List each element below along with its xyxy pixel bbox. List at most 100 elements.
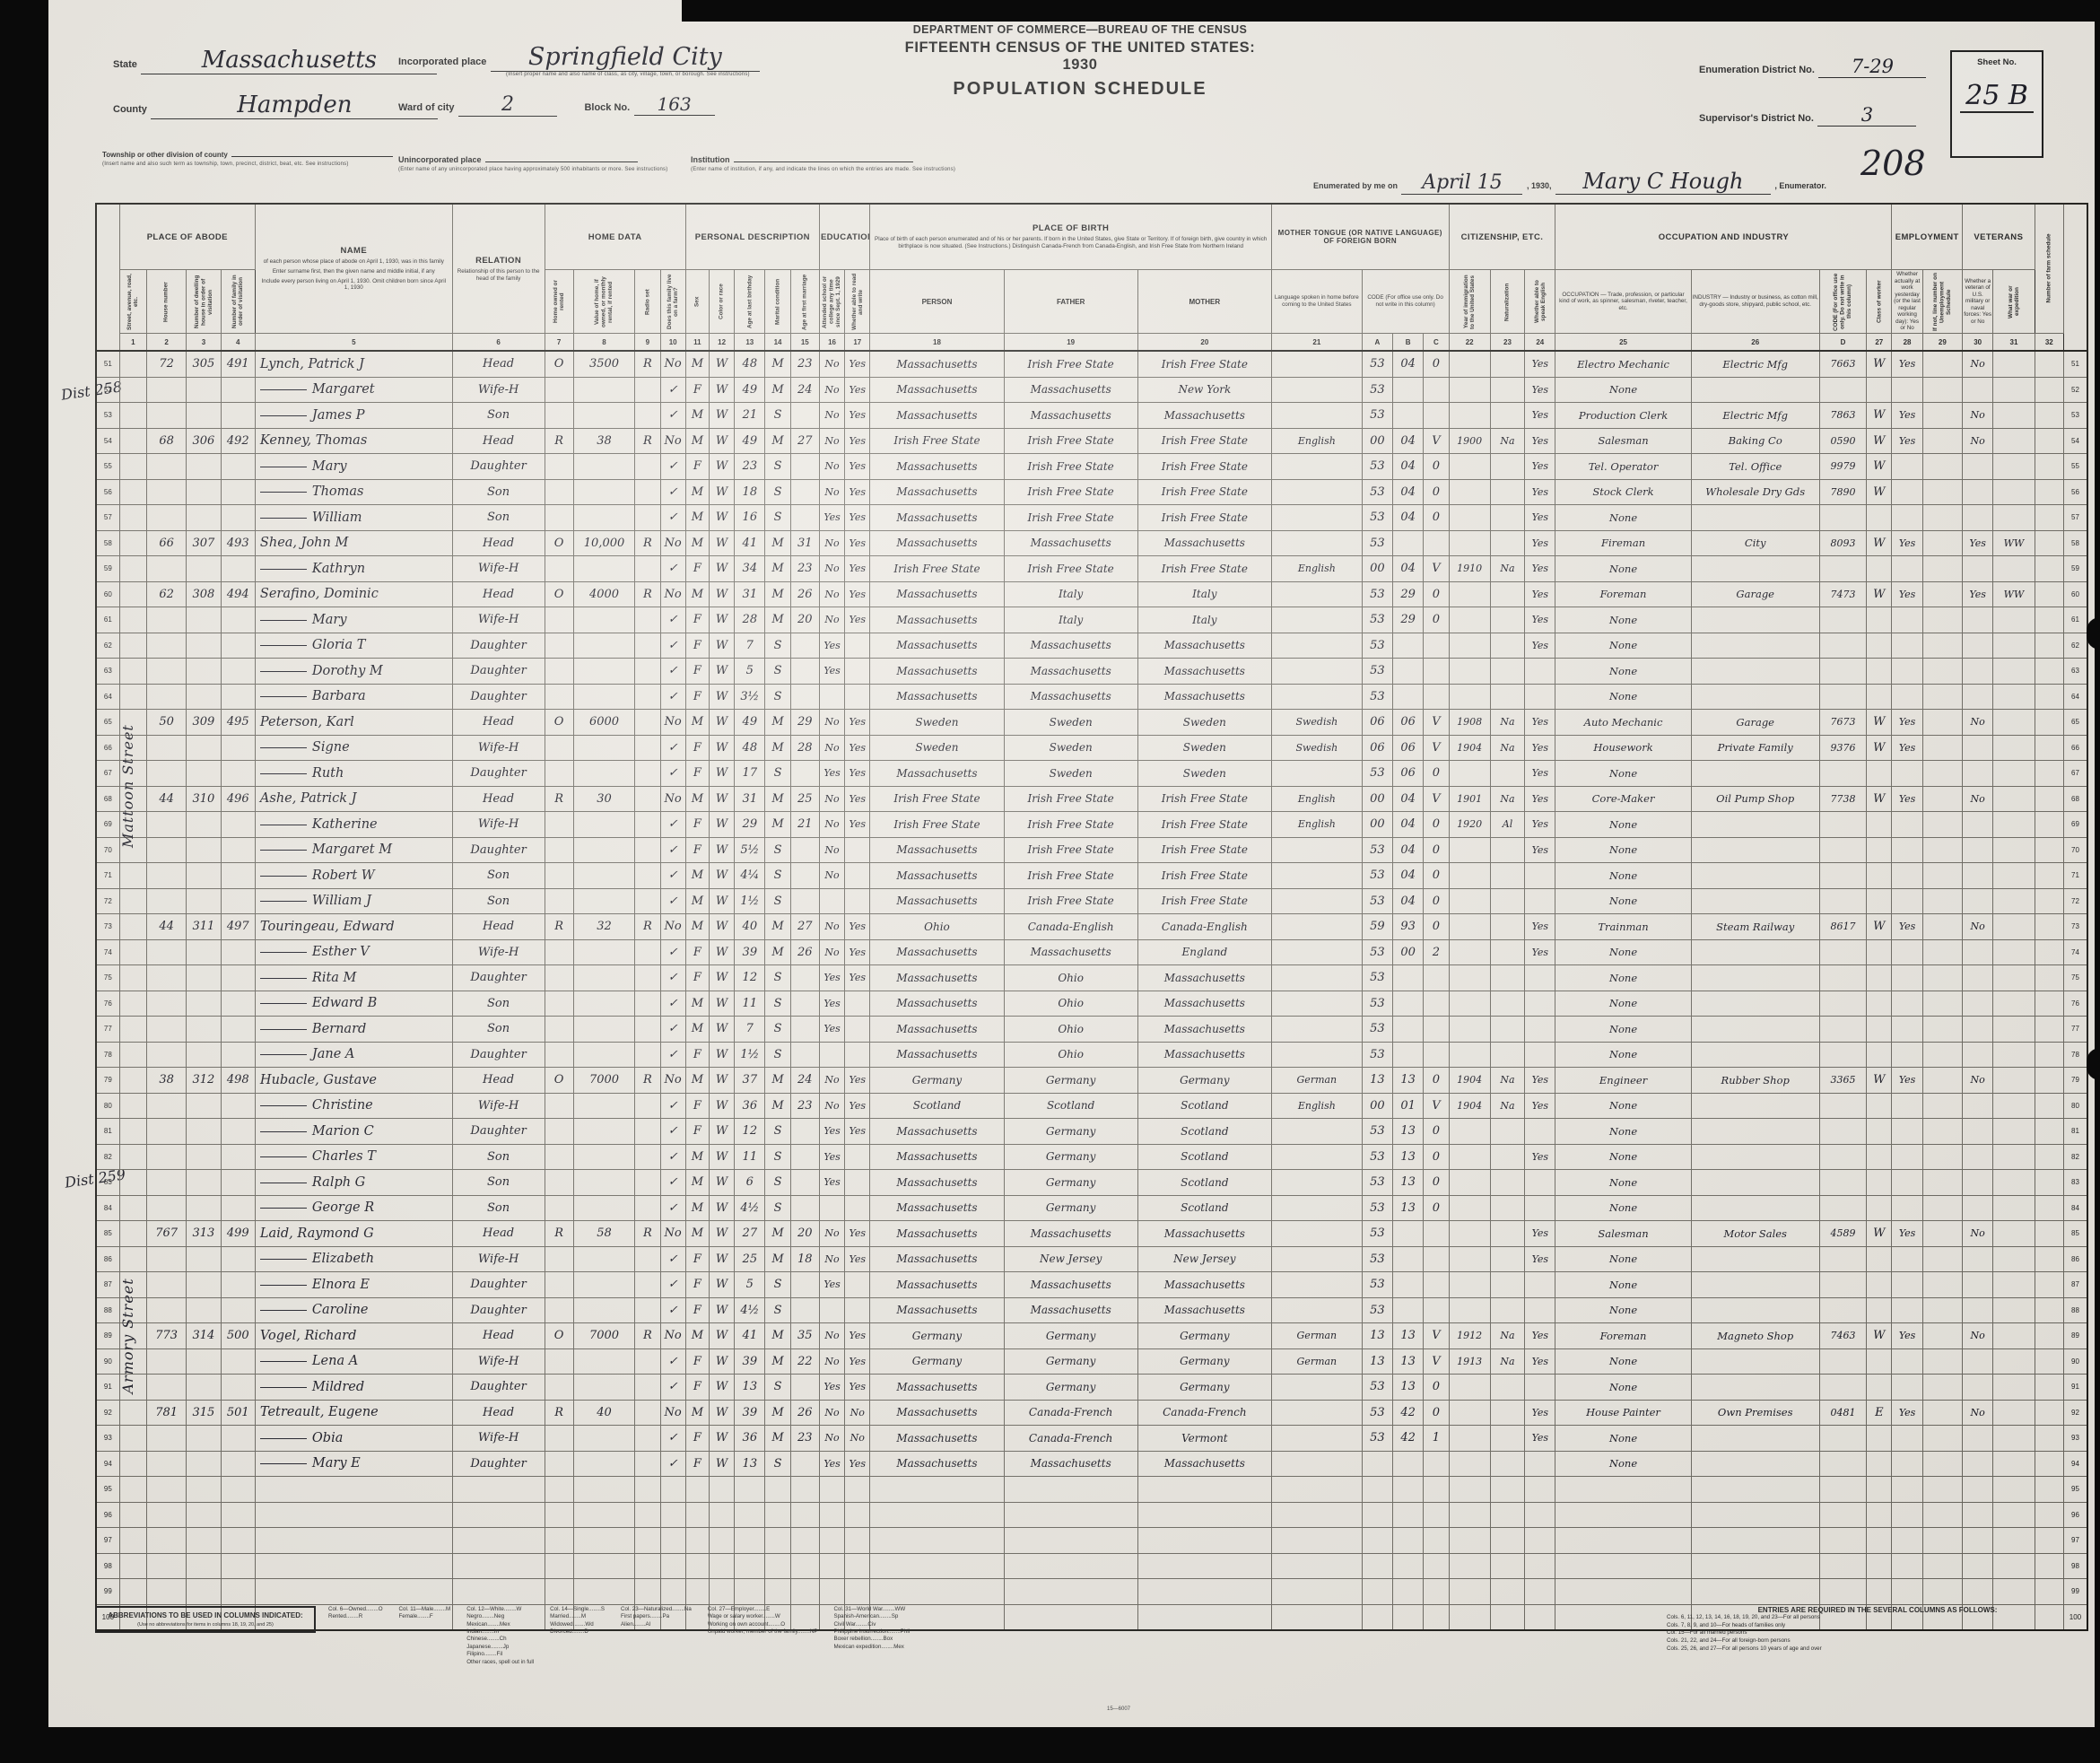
col-number: 31 <box>1992 333 2035 352</box>
cell-lg <box>1270 478 1363 505</box>
cell-na <box>1489 1169 1526 1196</box>
cell-vl <box>572 453 636 480</box>
cell-street <box>118 785 147 812</box>
cell-na <box>1489 836 1526 863</box>
cell-rw <box>844 1501 871 1528</box>
cell-ra <box>634 504 661 531</box>
cell-nm: Lynch, Patrick J <box>254 350 453 378</box>
unincorporated-note: (Enter name of any unincorporated place … <box>398 167 668 172</box>
cell-sx <box>684 1476 710 1503</box>
cell-oc <box>1555 1578 1692 1605</box>
cell-sc: No <box>818 1092 846 1119</box>
cell-bp: Massachusetts <box>869 376 1005 403</box>
cell-cl: W <box>1866 1322 1893 1349</box>
cell-el <box>1921 504 1964 531</box>
census-title: FIFTEENTH CENSUS OF THE UNITED STATES: 1… <box>904 39 1256 73</box>
cell-f: 499 <box>220 1220 256 1247</box>
cell-mb: Scotland <box>1137 1143 1272 1170</box>
cell-en: Yes <box>1524 478 1556 505</box>
schedule-title: POPULATION SCHEDULE <box>953 79 1207 99</box>
township-field: Township or other division of county (In… <box>102 145 398 167</box>
cell-fs <box>2034 1399 2064 1426</box>
cell-h <box>145 1374 187 1401</box>
county-label: County <box>113 104 147 115</box>
cell-el <box>1921 1220 1964 1247</box>
group-place-of-abode: PLACE OF ABODE <box>118 203 256 270</box>
census-row: 59 Kathryn Wife-H ✓ F W 34 M 23 No Yes Irish Free S… <box>95 555 2088 582</box>
cell-el <box>1921 1501 1964 1528</box>
col-number: 18 <box>869 333 1005 352</box>
cell-ca: 53 <box>1361 504 1394 531</box>
abbreviation-note: Col. 11—Male........M Female........F <box>398 1606 451 1620</box>
cell-cc <box>1423 964 1450 991</box>
cell-cr: W <box>708 402 736 429</box>
cell-ra <box>634 683 661 710</box>
cell-vy: No <box>1962 427 1994 454</box>
cell-ey <box>1891 1374 1923 1401</box>
cell-vy <box>1962 683 1994 710</box>
cell-cb: 04 <box>1391 504 1425 531</box>
cell-ow <box>544 811 574 838</box>
cell-na <box>1489 1399 1526 1426</box>
cell-vy <box>1962 887 1994 914</box>
cell-am <box>789 478 820 505</box>
cell-ag: 4½ <box>734 1296 766 1323</box>
group-farm-schedule: Number of farm schedule <box>2035 204 2064 334</box>
cell-mr: S <box>764 1194 791 1221</box>
cell-fs <box>2034 811 2064 838</box>
cell-fb: Massachusetts <box>1003 1296 1138 1323</box>
cell-am <box>789 504 820 531</box>
cell-ra <box>634 1425 661 1452</box>
cell-ra <box>634 1296 661 1323</box>
cell-ca: 53 <box>1361 1041 1394 1068</box>
cell-na <box>1489 453 1526 480</box>
scan-edge-bottom <box>0 1727 2100 1763</box>
cell-cc: 0 <box>1423 811 1450 838</box>
cell-im <box>1448 1220 1491 1247</box>
cell-lineR: 70 <box>2062 836 2088 863</box>
cell-mr: M <box>764 1220 791 1247</box>
cell-lineL: 53 <box>95 402 120 429</box>
cell-fs <box>2034 504 2064 531</box>
street-name-vertical: Mattoon Street <box>119 724 136 848</box>
cell-fa: ✓ <box>659 402 686 429</box>
cell-lg <box>1270 1220 1363 1247</box>
cell-fs <box>2034 580 2064 607</box>
cell-ca: 53 <box>1361 1143 1394 1170</box>
cell-bp <box>869 1552 1005 1579</box>
cell-cl <box>1866 376 1893 403</box>
cell-lg <box>1270 1041 1363 1068</box>
cell-cb <box>1391 1041 1425 1068</box>
cell-rel: Daughter <box>451 964 545 991</box>
state-field: State Massachusetts <box>113 47 438 74</box>
cell-rel: Daughter <box>451 1118 545 1145</box>
cell-in <box>1690 1041 1820 1068</box>
cell-rw <box>844 1527 871 1554</box>
cell-lg <box>1270 964 1363 991</box>
cell-fa: ✓ <box>659 836 686 863</box>
cell-ow <box>544 990 574 1017</box>
cell-mb: Massachusetts <box>1137 1220 1272 1247</box>
cell-sx: F <box>684 1118 710 1145</box>
cell-ow <box>544 1425 574 1452</box>
cell-cd <box>1818 760 1868 787</box>
cell-cc: 0 <box>1423 1374 1450 1401</box>
cell-ey <box>1891 1169 1923 1196</box>
cell-rel: Son <box>451 887 545 914</box>
cell-oc: Core-Maker <box>1555 785 1692 812</box>
cell-vl: 7000 <box>572 1322 636 1349</box>
cell-cc <box>1423 1271 1450 1298</box>
cell-ow <box>544 504 574 531</box>
cell-ra <box>634 887 661 914</box>
ward-block-field: Ward of city 2 Block No. 163 <box>398 93 715 117</box>
col-sublabel: Street, avenue, road, etc. <box>119 269 147 334</box>
cell-cr: W <box>708 990 736 1017</box>
cell-cb: 13 <box>1391 1194 1425 1221</box>
cell-mb: Germany <box>1137 1322 1272 1349</box>
cell-ag: 3½ <box>734 683 766 710</box>
cell-h: 62 <box>145 580 187 607</box>
cell-na <box>1489 1527 1526 1554</box>
cell-am <box>789 1296 820 1323</box>
cell-vy <box>1962 1143 1994 1170</box>
census-row: 62 Gloria T Daughter ✓ F W 7 S Yes Massachusetts M… <box>95 632 2088 659</box>
